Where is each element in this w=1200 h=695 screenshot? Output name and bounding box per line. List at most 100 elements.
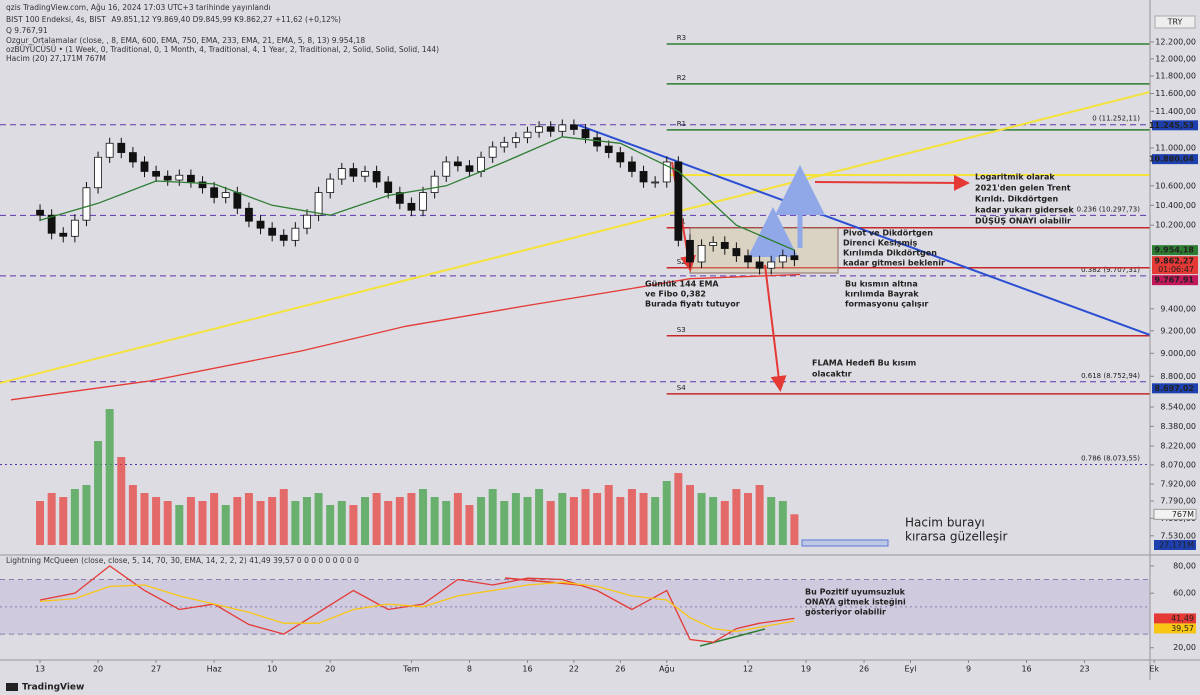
volume-bar xyxy=(720,501,729,545)
candle-body xyxy=(291,227,300,241)
currency[interactable]: TRY xyxy=(1167,18,1183,27)
volume-bar xyxy=(662,481,671,545)
volume-bar xyxy=(59,497,68,545)
data xyxy=(10,119,801,643)
volume-bar xyxy=(314,493,323,545)
indicator: Q 9.767,91 xyxy=(6,26,48,35)
candle-body xyxy=(163,175,172,181)
volume-bar xyxy=(767,497,776,545)
y-tick-label: 7.790,00 xyxy=(1160,497,1196,506)
indicator: ozBÜYÜCÜSÜ • (1 Week, 0, Traditional, 0,… xyxy=(6,45,439,54)
y-tick-label: 9.400,00 xyxy=(1160,304,1196,313)
price-marker xyxy=(1152,383,1198,394)
annotation: FLAMA Hedefi Bu kısım olacaktır xyxy=(812,359,916,379)
volume-bar xyxy=(407,493,416,545)
annotation-line: kırarsa güzelleşir xyxy=(905,530,1007,544)
divergence-line xyxy=(504,577,581,586)
price-marker-label: 10.880,04 xyxy=(1149,155,1194,164)
price-marker xyxy=(1152,154,1198,165)
volume-bar xyxy=(697,493,706,545)
currency-box[interactable] xyxy=(1154,15,1196,29)
volume-bar xyxy=(244,493,253,545)
candle-body xyxy=(279,234,288,241)
annotation-line: Hacim burayı xyxy=(905,516,985,530)
value-marker xyxy=(1154,623,1196,634)
y-tick-label: 9.000,00 xyxy=(1160,349,1196,358)
annotation-line: Kırıldı. Dikdörtgen xyxy=(975,195,1059,204)
candle-body xyxy=(198,181,207,189)
candle-body xyxy=(616,152,625,163)
price-marker xyxy=(1152,256,1198,275)
volume-bar xyxy=(419,489,428,545)
volume-bar xyxy=(651,497,660,545)
volume-bar xyxy=(709,497,718,545)
arrow xyxy=(764,264,787,392)
candle-body xyxy=(720,241,729,249)
volume-bar xyxy=(82,485,91,545)
volume-bar xyxy=(233,497,242,545)
candle-body xyxy=(558,124,567,132)
x-tick-label: 20 xyxy=(93,665,103,674)
volume-bar xyxy=(616,497,625,545)
y-tick-label: 8.220,00 xyxy=(1160,442,1196,451)
volume-ma-box xyxy=(1154,540,1196,550)
volume-bar xyxy=(790,514,799,545)
fib-label: 0.786 (8.073,55) xyxy=(1081,454,1140,462)
footer: TradingView xyxy=(22,683,84,693)
volume-bar xyxy=(453,493,462,545)
price-marker-label: 9.767,91 xyxy=(1155,276,1195,285)
x-tick-label: Eyl xyxy=(904,665,916,674)
annotation-line: ve Fibo 0,382 xyxy=(645,290,706,299)
candle-body xyxy=(395,192,404,204)
price-marker xyxy=(1152,275,1198,286)
y-tick-label: 80,00 xyxy=(1173,561,1196,570)
y-tick-label: 11.000,00 xyxy=(1155,143,1196,152)
volume-bar xyxy=(778,501,787,545)
volume-bar xyxy=(291,501,300,545)
fib-label: 0.236 (10.297,73) xyxy=(1077,205,1141,213)
annotation-line: Bu kısmın altına xyxy=(845,280,918,289)
fib-label: 0.382 (9.707,31) xyxy=(1081,266,1140,274)
volume-bar xyxy=(256,501,265,545)
candle-body xyxy=(372,171,381,183)
volume-bar xyxy=(349,505,358,545)
symbol: BIST 100 Endeksi, 4s, BIST xyxy=(6,15,106,24)
candle-body xyxy=(697,245,706,263)
x-tick-label: 26 xyxy=(615,665,625,674)
pivot-label: S4 xyxy=(677,384,686,392)
annotation-line: kadar gitmesi beklenir xyxy=(843,259,945,268)
candle-body xyxy=(361,171,369,177)
x-tick-label: 20 xyxy=(325,665,335,674)
symbol-line: BIST 100 Endeksi, 4s, BIST A9.851,12 Y9.8… xyxy=(6,15,341,24)
volume-bar xyxy=(581,489,590,545)
volume-bar xyxy=(210,493,219,545)
candle-body xyxy=(593,137,602,147)
volume-bar xyxy=(268,497,277,545)
candle-body xyxy=(314,192,323,216)
candle-body xyxy=(570,124,578,130)
candle-body xyxy=(94,156,102,189)
candle-body xyxy=(268,227,277,236)
candle-body xyxy=(674,161,683,241)
volume-bar xyxy=(117,457,126,545)
pivot-label: R3 xyxy=(677,34,686,42)
volume-bar xyxy=(732,489,741,545)
x-tick-label: Haz xyxy=(207,665,222,674)
candle-body xyxy=(709,241,718,246)
volume-ma-label: 27,171M xyxy=(1159,541,1194,550)
volume-bar xyxy=(279,489,288,545)
x-tick-label: 12 xyxy=(743,665,753,674)
x-tick-label: Tem xyxy=(402,665,419,674)
x-tick-label: 27 xyxy=(151,665,161,674)
candle-body xyxy=(59,232,68,237)
candle-body xyxy=(604,145,613,153)
annotation-line: gösteriyor olabilir xyxy=(805,608,886,617)
volume-bar xyxy=(488,489,497,545)
price-marker-label: 9.862,27 xyxy=(1155,257,1194,266)
candle-body xyxy=(639,171,648,183)
candle-body xyxy=(419,192,427,211)
volume-bar xyxy=(511,493,520,545)
candle-body xyxy=(245,207,253,222)
candle-body xyxy=(581,129,590,139)
